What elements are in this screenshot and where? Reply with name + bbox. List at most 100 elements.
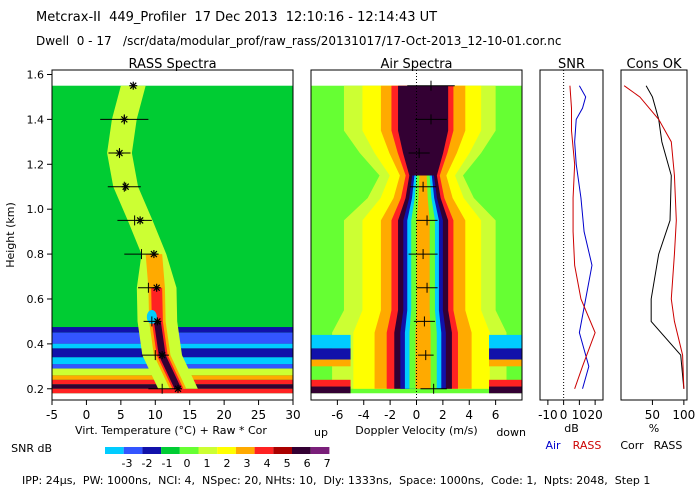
rass-cor-point [120,115,129,124]
air-xlabel-up: up [314,426,328,439]
rass-xtick-label: 20 [217,408,232,422]
rass-cor-stroke [136,216,144,224]
air-xtick-label: 0 [413,408,421,422]
air-xlabel: Doppler Velocity (m/s) [355,424,477,437]
colorbar-swatch [235,447,255,454]
rass-xtick-label: 0 [83,408,91,422]
rass-cor-point [174,384,183,393]
rass-xtick-label: 5 [117,408,125,422]
snr-title: SNR [558,57,585,72]
rass-cor-stroke [158,351,166,359]
air-xtick-label: 2 [439,408,447,422]
colorbar-tick: 7 [324,457,331,470]
colorbar-tick: 4 [264,457,271,470]
rass-cor-point [158,351,167,360]
air-noise-band [489,379,522,387]
air-noise-band [489,359,522,367]
rass-xtick-label: -5 [46,408,58,422]
colorbar-tick: -3 [122,457,133,470]
snr-xlabel: dB [564,422,579,435]
rass-signal-contour [107,85,198,389]
ytick-label: 0.8 [27,248,45,261]
air-xlabel-down: down [496,426,526,439]
ytick-label: 1.6 [27,68,45,81]
cons-xlabel: % [649,422,659,435]
colorbar-swatch [310,447,330,454]
rass-cor-stroke [153,284,161,292]
air-xtick-label: 4 [465,408,473,422]
snr-series-line [569,85,596,389]
rass-cor-stroke [120,115,128,123]
air-empty-area [311,70,522,86]
colorbar-tick: 6 [304,457,311,470]
colorbar-tick: 2 [224,457,231,470]
colorbar-swatch [273,447,292,454]
air-contour [415,175,431,389]
colorbar-label: SNR dB [11,442,52,455]
air-xtick-label: -6 [331,408,343,422]
cons-title: Cons OK [627,57,682,72]
rass-noise-band [52,388,293,394]
acquisition-params: IPP: 24µs, PW: 1000ns, NCI: 4, NSpec: 20… [22,474,651,487]
air-noise-band [311,348,351,360]
cons-frame [620,69,688,401]
colorbar-tick: 3 [244,457,251,470]
snr-xtick-label: 20 [587,408,602,422]
rass-cor-point [152,283,161,292]
rass-cor-stroke [150,250,158,258]
rass-xtick-label: 25 [251,408,266,422]
colorbar-tick: 0 [184,457,191,470]
rass-frame [51,69,294,401]
colorbar-swatch [198,447,218,454]
legend-corr-rass: RASS [654,439,683,452]
air-xtick-label: -4 [358,408,370,422]
rass-cor-point [129,81,138,90]
colorbar-swatch [292,447,311,454]
colorbar-swatch [142,447,162,454]
rass-cor-stroke [174,385,182,393]
rass-cor-point [153,317,162,326]
rass-cor-point [136,216,145,225]
rass-xlabel: Virt. Temperature (°C) + Raw * Cor [75,424,267,437]
ytick-label: 1.4 [27,113,45,126]
rass-cor-stroke [129,82,137,90]
colorbar-tick: 5 [284,457,291,470]
ytick-label: 1.0 [27,203,45,216]
rass-xtick-label: 10 [148,408,163,422]
rass-empty-area [52,70,293,86]
ytick-label: 0.2 [27,383,45,396]
air-noise-band [311,386,351,394]
cons-xtick-label: 100 [672,408,695,422]
colorbar-tick: 1 [204,457,211,470]
rass-signal-contour [151,287,184,389]
colorbar-tick: -1 [162,457,173,470]
air-noise-band [311,334,351,349]
air-title: Air Spectra [380,57,452,72]
colorbar-tick: -2 [142,457,153,470]
dwell-info: Dwell 0 - 17 /scr/data/modular_prof/raw_… [36,34,562,48]
rass-title: RASS Spectra [128,57,216,72]
colorbar-swatch [179,447,199,454]
snr-xtick-label: -10 [538,408,558,422]
rass-cor-point [115,149,124,158]
colorbar-swatch [217,447,236,454]
ytick-label: 1.2 [27,158,45,171]
colorbar-swatch [123,447,143,454]
rass-cor-point [121,182,130,191]
page-title: Metcrax-II 449_Profiler 17 Dec 2013 12:1… [36,10,438,25]
rass-xtick-label: 30 [285,408,300,422]
snr-xtick-label: 10 [572,408,587,422]
air-noise-band [489,348,522,360]
rass-cor-stroke [153,318,161,325]
ytick-label: 0.4 [27,338,45,351]
y-axis-label: Height (km) [4,202,17,268]
air-xtick-label: -2 [384,408,396,422]
cons-series-line [623,85,685,389]
rass-cor-point [149,250,158,259]
snr-series-line [574,85,593,389]
cons-series-line [645,85,685,389]
rass-xtick-label: 15 [182,408,197,422]
snr-xtick-label: 0 [560,408,568,422]
air-xtick-label: 6 [492,408,500,422]
